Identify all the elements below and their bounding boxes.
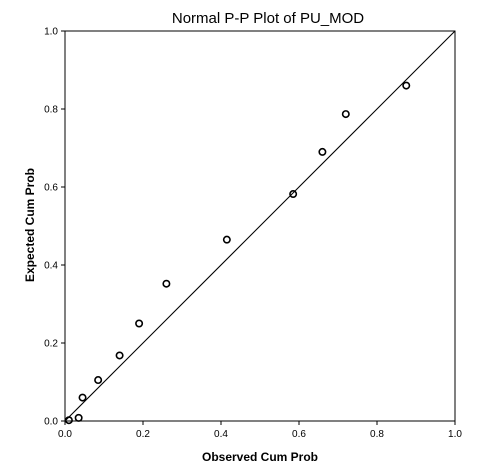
y-axis-label: Expected Cum Prob — [23, 168, 37, 282]
x-tick-label: 0.2 — [136, 429, 150, 440]
x-tick-label: 0.4 — [214, 429, 228, 440]
reference-line — [64, 30, 456, 422]
y-tick-label: 1.0 — [44, 27, 58, 38]
data-point — [402, 81, 411, 90]
x-tick-label: 1.0 — [448, 429, 462, 440]
data-point — [222, 235, 231, 244]
y-tick-label: 0.2 — [44, 339, 58, 350]
x-axis-ticks: 0.0 0.2 0.4 0.6 0.8 1.0 — [58, 421, 462, 440]
chart-title: Normal P-P Plot of PU_MOD — [172, 10, 364, 27]
data-point — [135, 319, 144, 328]
data-point — [289, 190, 298, 199]
data-point — [78, 393, 87, 402]
data-point — [318, 147, 327, 156]
x-tick-label: 0.0 — [58, 429, 72, 440]
plot-area-frame — [64, 30, 456, 422]
y-tick-label: 0.4 — [44, 261, 58, 272]
x-tick-label: 0.6 — [292, 429, 306, 440]
y-tick-label: 0.8 — [44, 105, 58, 116]
x-tick-label: 0.8 — [370, 429, 384, 440]
data-points — [64, 81, 411, 425]
y-tick-label: 0.0 — [44, 417, 58, 428]
x-axis-label: Observed Cum Prob — [202, 450, 318, 464]
data-point — [341, 110, 350, 119]
data-point — [64, 416, 73, 425]
data-point — [74, 413, 83, 422]
y-tick-label: 0.6 — [44, 183, 58, 194]
y-axis-ticks: 0.0 0.2 0.4 0.6 0.8 1.0 — [44, 27, 65, 428]
data-point — [115, 351, 124, 360]
data-point — [162, 279, 171, 288]
data-point — [94, 376, 103, 385]
